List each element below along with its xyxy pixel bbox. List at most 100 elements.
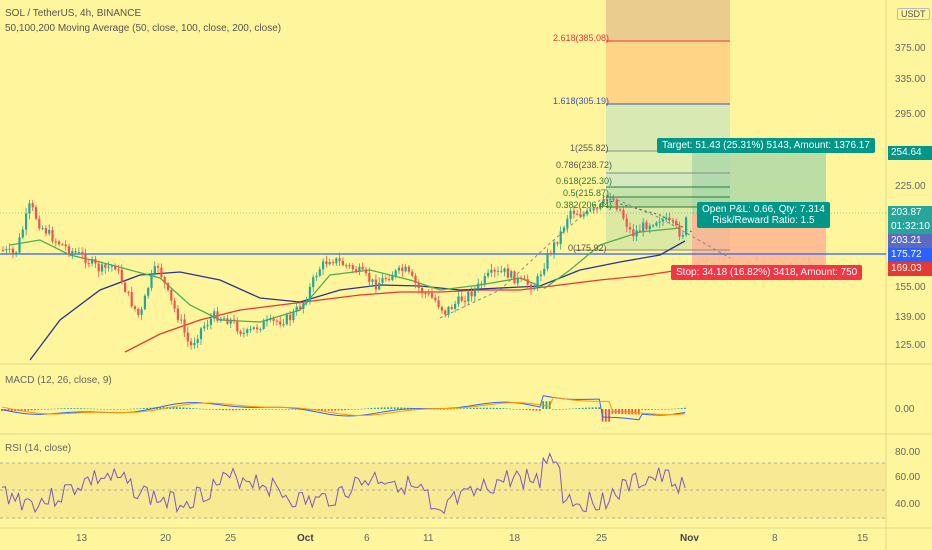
macd-histogram-bar [162,407,165,409]
macd-histogram-bar [608,409,610,422]
candle [173,300,176,309]
macd-histogram-bar [70,408,73,409]
candle [328,261,331,265]
ma-100-line [29,240,686,361]
candle [510,271,513,278]
macd-histogram-bar [357,409,360,410]
time-axis-label: 15 [857,533,869,544]
macd-histogram-bar [568,408,571,410]
macd-histogram-bar [482,407,485,409]
fib-label: 1.618(305.19) [553,96,610,106]
macd-histogram-bar [261,409,264,410]
candle [67,246,71,254]
macd-histogram-bar [222,409,224,411]
macd-histogram-bar [651,409,653,410]
candle [364,269,368,274]
candle [490,269,493,273]
candle [447,307,450,315]
ma-indicator-label[interactable]: 50,100,200 Moving Average (50, close, 10… [5,23,282,34]
candle [477,283,480,290]
candle [595,208,599,210]
candle [526,279,529,285]
macd-histogram-bar [169,407,172,409]
macd-histogram-bar [390,407,393,409]
macd-histogram-bar [57,408,59,410]
macd-histogram-bar [585,407,587,409]
macd-histogram-bar [439,409,442,410]
macd-histogram-bar [86,408,89,410]
candle [638,230,641,232]
target-box[interactable]: Target: 51.43 (25.31%) 5143, Amount: 137… [657,138,875,153]
stop-box[interactable]: Stop: 34.18 (16.82%) 3418, Amount: 750 [671,265,863,280]
candle [84,254,87,264]
candle [635,230,638,237]
symbol-title[interactable]: SOL / TetherUS, 4h, BINANCE [5,8,142,19]
macd-histogram-bar [631,409,634,415]
rsi-label[interactable]: RSI (14, close) [5,443,72,454]
candle [559,231,562,244]
candle [265,319,269,322]
macd-histogram-bar [449,408,452,410]
macd-histogram-bar [397,407,399,409]
rsi-axis-label: 60.00 [895,472,921,483]
candle [226,318,229,324]
candle [15,252,18,254]
candle [506,268,509,278]
candle [589,210,592,212]
candle [615,200,618,210]
candle [166,283,170,290]
candle [153,266,156,274]
pnl-box[interactable]: Open P&L: 0.66, Qty: 7.314 Risk/Reward R… [697,202,830,228]
candle [619,209,622,211]
candle [655,222,658,226]
candle [229,319,232,324]
macd-histogram-bar [595,407,597,409]
macd-histogram-bar [486,407,488,409]
macd-histogram-bar [129,408,132,410]
candle [586,210,589,215]
macd-histogram-bar [146,407,148,409]
candle [516,277,519,284]
macd-histogram-bar [598,407,601,409]
macd-histogram-bar [347,409,350,410]
macd-histogram-bar [509,408,511,410]
candle [41,228,44,230]
candle [335,258,338,264]
rr-text: Risk/Reward Ratio: 1.5 [712,215,815,226]
candle [345,265,348,267]
time-axis-label: 25 [596,533,608,544]
macd-histogram-bar [27,409,30,411]
macd-histogram-bar [291,409,294,410]
candle [338,258,341,261]
candle [44,228,47,234]
candle [487,272,490,277]
macd-histogram-bar [106,409,109,410]
macd-histogram-bar [37,409,40,410]
candle [246,329,249,334]
currency-badge[interactable]: USDT [897,8,930,20]
candle [576,213,579,215]
time-axis-label: 25 [225,533,237,544]
candle [100,264,104,272]
candle [305,300,308,303]
macd-histogram-bar [331,409,333,411]
macd-histogram-bar [255,409,257,410]
candle [582,214,585,217]
candle [31,203,34,208]
countdown-tag: 01:32:10 [888,220,932,234]
candle [404,266,407,272]
candle [569,210,572,219]
macd-label[interactable]: MACD (12, 26, close, 9) [5,375,112,386]
macd-histogram-bar [142,408,145,409]
macd-histogram-bar [281,409,284,410]
macd-histogram-bar [47,409,49,410]
macd-histogram-bar [218,409,221,411]
candle [628,226,632,230]
candle [318,269,321,276]
macd-histogram-bar [525,409,528,410]
price-axis-label: 295.00 [895,109,926,120]
candle [199,328,203,340]
candle [5,249,8,251]
candle [658,221,661,223]
macd-histogram-bar [185,407,188,409]
